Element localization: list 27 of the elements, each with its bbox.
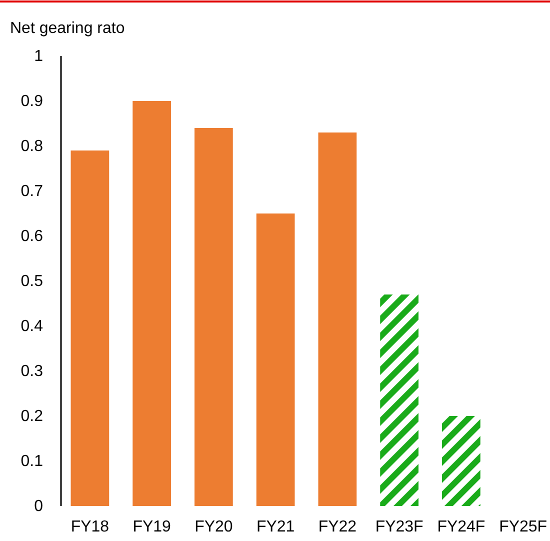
bar [380, 294, 418, 506]
y-tick-label: 0.1 [20, 453, 44, 470]
y-tick-label: 0.4 [20, 318, 44, 336]
bar [70, 150, 110, 506]
x-tick-label: FY18 [70, 518, 110, 536]
y-tick-label: 1 [34, 48, 44, 66]
x-tick-label: FY24F [437, 518, 486, 536]
bar [318, 132, 357, 506]
x-tick-label: FY25F [499, 518, 548, 536]
x-tick-label: FY20 [194, 518, 233, 536]
bar [256, 214, 295, 506]
y-tick-label: 0.5 [20, 273, 44, 290]
bar [132, 101, 171, 506]
x-tick-label: FY23F [375, 518, 424, 536]
x-tick-label: FY21 [256, 518, 295, 536]
y-tick-label: 0.6 [20, 228, 44, 246]
x-tick-label: FY22 [318, 518, 357, 536]
y-tick-label: 0.3 [20, 363, 44, 380]
y-tick-label: 0 [34, 498, 44, 516]
bar [194, 128, 233, 506]
bar [442, 416, 480, 506]
y-tick-label: 0.7 [20, 183, 44, 200]
chart-title: Net gearing rato [10, 20, 125, 37]
y-tick-label: 0.8 [20, 138, 44, 156]
x-tick-label: FY19 [132, 518, 172, 536]
y-tick-label: 0.9 [20, 93, 44, 110]
y-tick-label: 0.2 [20, 408, 44, 426]
